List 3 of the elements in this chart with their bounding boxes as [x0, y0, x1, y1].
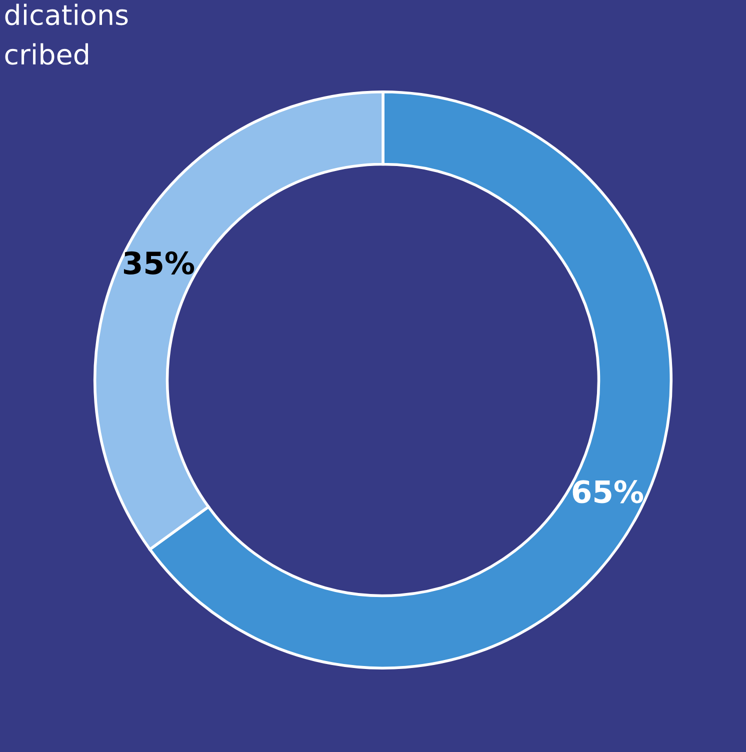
data-label: 35%: [124, 251, 194, 274]
data-label: 65%: [572, 480, 644, 504]
chart-title: dications cribed: [5, 4, 128, 65]
